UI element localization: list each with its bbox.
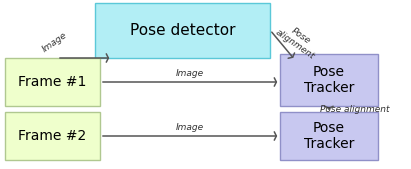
Text: Pose
Tracker: Pose Tracker bbox=[304, 65, 354, 95]
Text: Image: Image bbox=[176, 124, 204, 132]
Text: Pose
Tracker: Pose Tracker bbox=[304, 121, 354, 151]
Text: Image: Image bbox=[41, 30, 69, 54]
Text: Image: Image bbox=[176, 69, 204, 78]
FancyBboxPatch shape bbox=[280, 54, 378, 106]
Text: Frame #2: Frame #2 bbox=[18, 129, 87, 143]
Text: Frame #1: Frame #1 bbox=[18, 75, 87, 89]
FancyBboxPatch shape bbox=[95, 3, 270, 58]
FancyBboxPatch shape bbox=[280, 112, 378, 160]
Text: Pose
alignment: Pose alignment bbox=[274, 19, 322, 61]
Text: Pose detector: Pose detector bbox=[130, 23, 235, 38]
Text: Pose alignment: Pose alignment bbox=[320, 105, 390, 115]
FancyBboxPatch shape bbox=[5, 112, 100, 160]
FancyBboxPatch shape bbox=[5, 58, 100, 106]
